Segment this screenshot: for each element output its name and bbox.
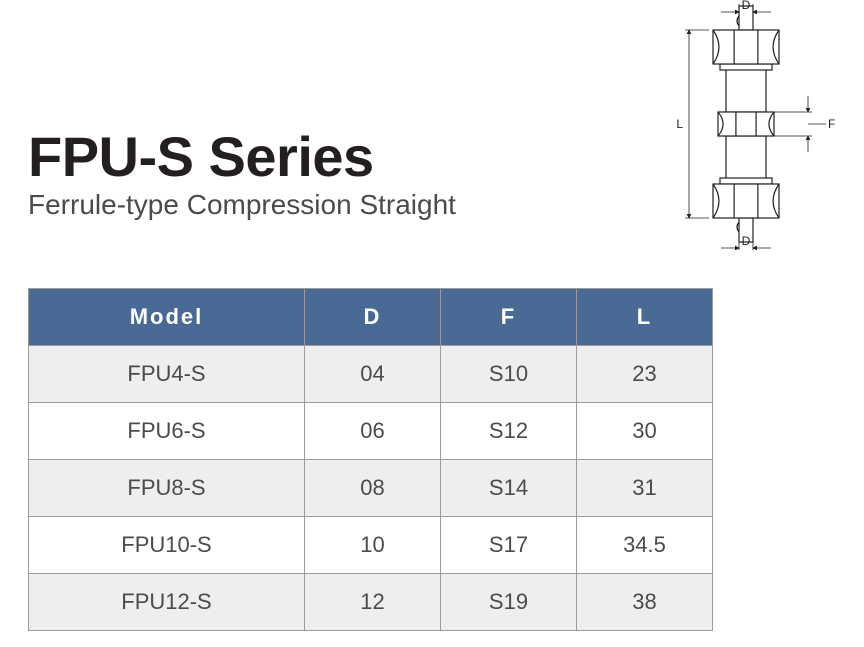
table-cell: S14 <box>441 460 577 517</box>
table-cell: S12 <box>441 403 577 460</box>
table-cell: 23 <box>577 346 713 403</box>
spec-table-container: Model D F L FPU4-S04S1023FPU6-S06S1230FP… <box>28 288 712 631</box>
table-cell: 08 <box>305 460 441 517</box>
table-cell: 31 <box>577 460 713 517</box>
table-cell: FPU12-S <box>29 574 305 631</box>
svg-text:D: D <box>742 0 751 12</box>
table-row: FPU12-S12S1938 <box>29 574 713 631</box>
table-cell: 04 <box>305 346 441 403</box>
table-cell: 34.5 <box>577 517 713 574</box>
table-cell: S10 <box>441 346 577 403</box>
table-row: FPU10-S10S1734.5 <box>29 517 713 574</box>
page-title: FPU-S Series <box>28 128 456 187</box>
page-subtitle: Ferrule-type Compression Straight <box>28 189 456 221</box>
table-cell: S19 <box>441 574 577 631</box>
table-cell: 38 <box>577 574 713 631</box>
table-cell: FPU6-S <box>29 403 305 460</box>
col-header-d: D <box>305 289 441 346</box>
svg-text:L: L <box>676 117 683 131</box>
table-cell: 10 <box>305 517 441 574</box>
table-row: FPU4-S04S1023 <box>29 346 713 403</box>
table-cell: 30 <box>577 403 713 460</box>
table-row: FPU6-S06S1230 <box>29 403 713 460</box>
svg-text:F: F <box>828 117 835 131</box>
col-header-l: L <box>577 289 713 346</box>
table-row: FPU8-S08S1431 <box>29 460 713 517</box>
table-cell: FPU8-S <box>29 460 305 517</box>
table-cell: 12 <box>305 574 441 631</box>
table-cell: 06 <box>305 403 441 460</box>
table-cell: FPU10-S <box>29 517 305 574</box>
col-header-f: F <box>441 289 577 346</box>
col-header-model: Model <box>29 289 305 346</box>
table-cell: S17 <box>441 517 577 574</box>
spec-table: Model D F L FPU4-S04S1023FPU6-S06S1230FP… <box>28 288 713 631</box>
table-cell: FPU4-S <box>29 346 305 403</box>
table-header-row: Model D F L <box>29 289 713 346</box>
dimension-diagram: D D L F <box>626 0 846 250</box>
svg-text:D: D <box>742 234 751 248</box>
